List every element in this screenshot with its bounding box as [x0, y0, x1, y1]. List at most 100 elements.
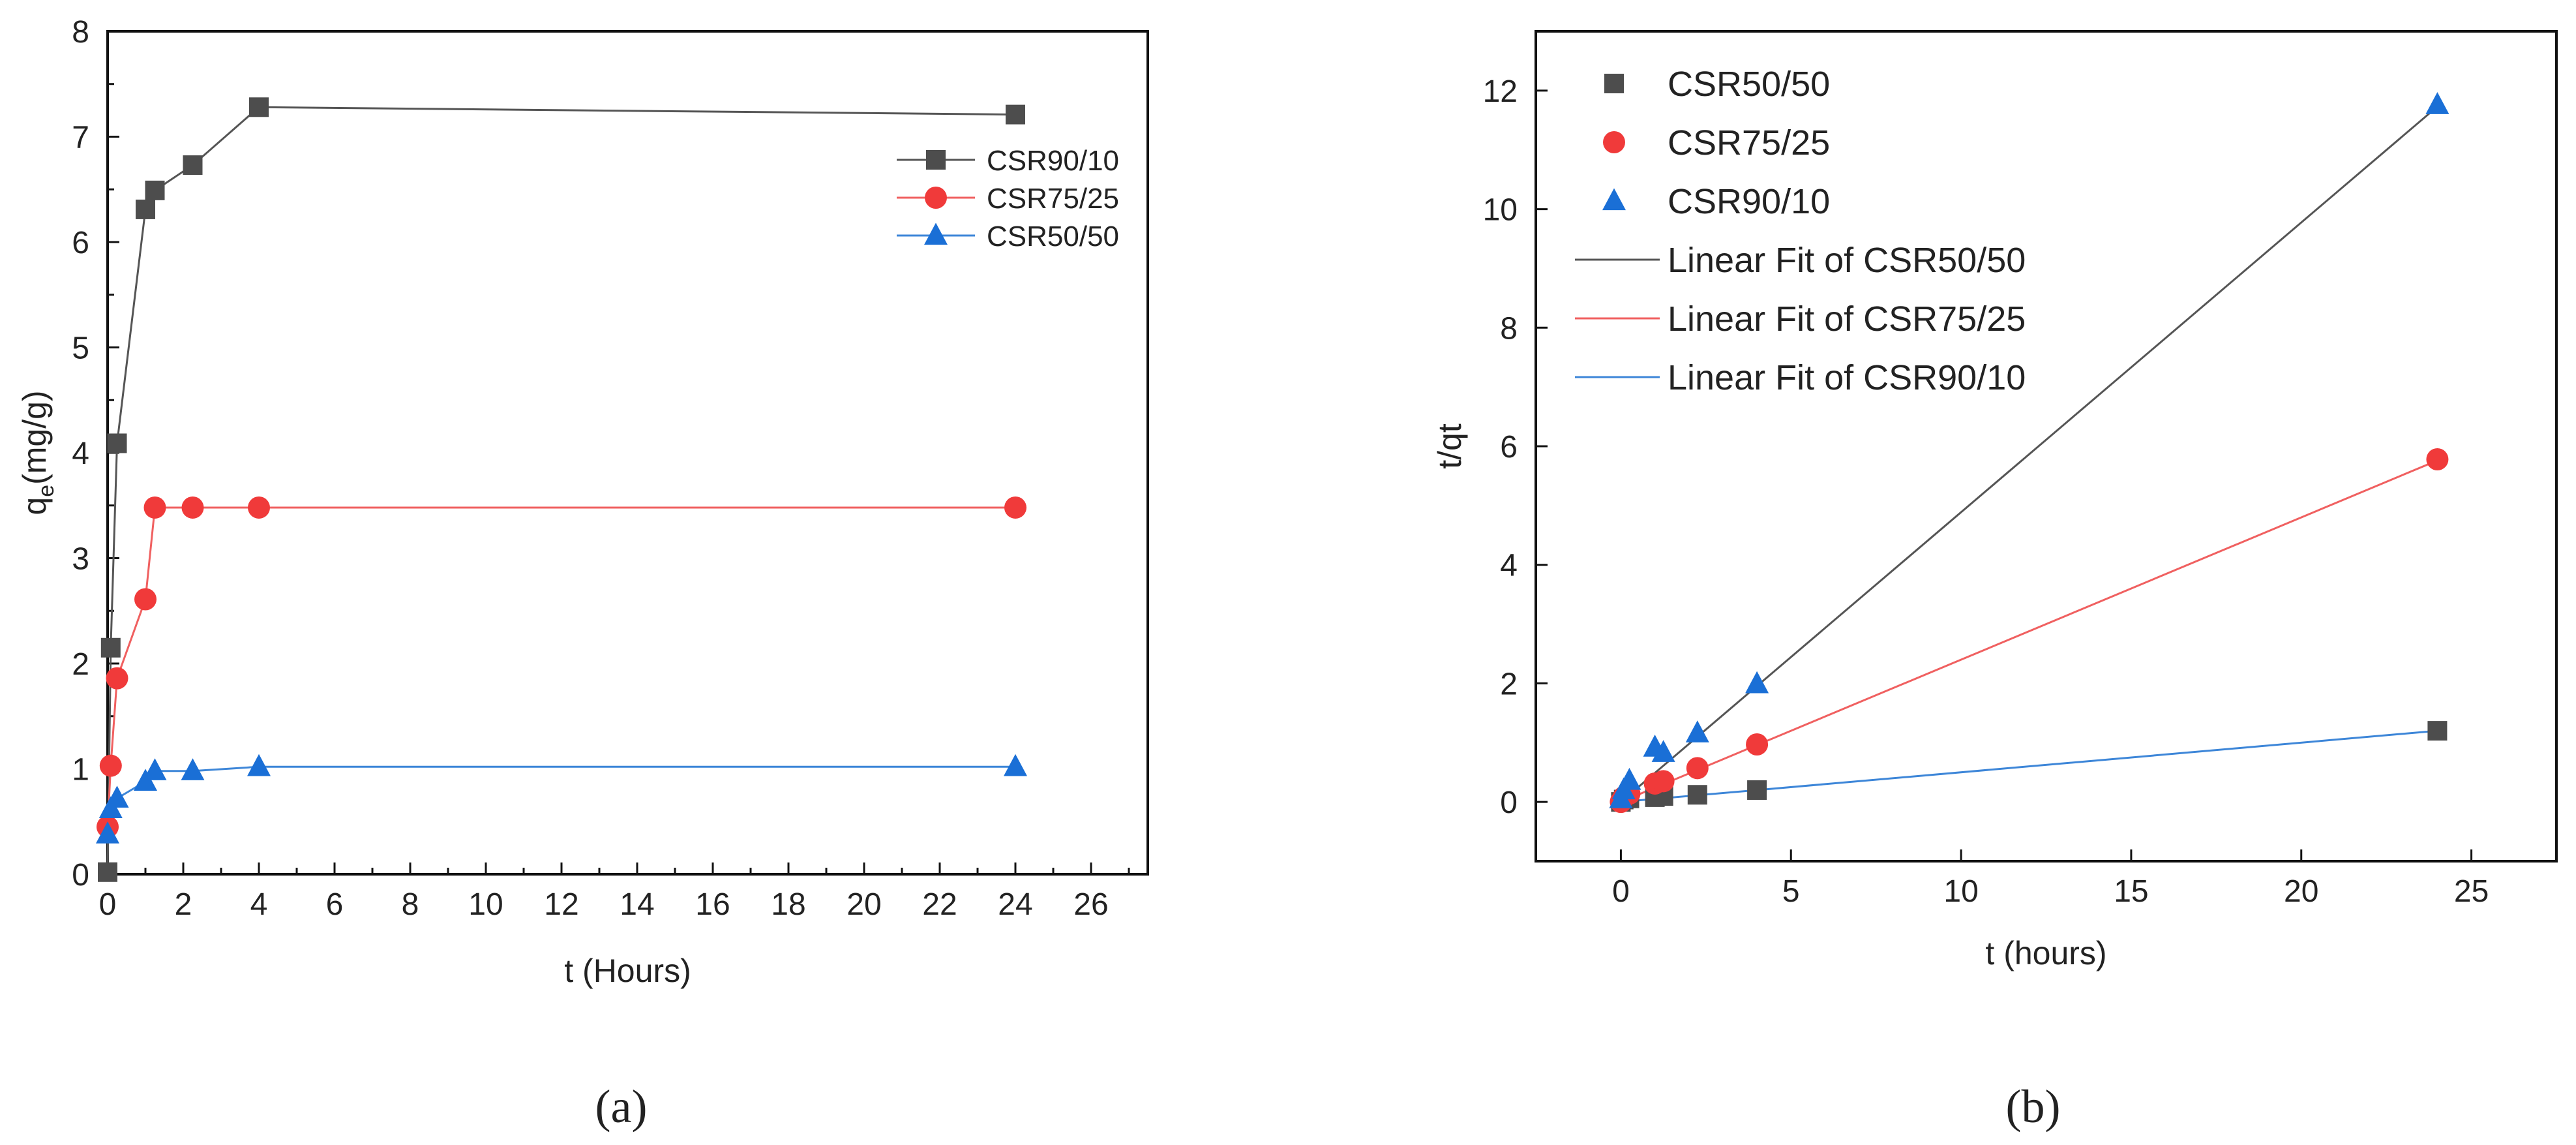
chart-a-y-axis-label-main: q [16, 497, 53, 515]
chart-a-data-point [1006, 104, 1025, 125]
chart-b-legend-marker [1602, 188, 1626, 211]
chart-a-data-point [100, 637, 121, 658]
chart-a-x-tick-label: 20 [846, 887, 881, 922]
chart-a-legend-marker [925, 187, 947, 209]
chart-a-legend-label: CSR90/10 [987, 145, 1119, 177]
chart-a-y-tick-label: 6 [72, 226, 89, 260]
chart-a-legend-label: CSR75/25 [987, 183, 1119, 215]
chart-b-data-point [2425, 92, 2449, 114]
chart-a-legend-marker [924, 222, 948, 245]
chart-a-data-point [136, 199, 155, 219]
chart-a-x-tick-label: 26 [1073, 887, 1108, 922]
chart-a-data-point [247, 754, 271, 776]
chart-a-data-point [98, 862, 117, 882]
chart-b-y-tick-label: 8 [1500, 311, 1518, 346]
chart-a-x-tick-label: 8 [402, 887, 419, 922]
chart-b-x-tick-label: 15 [2114, 874, 2148, 909]
chart-a-y-tick-label: 5 [72, 331, 89, 366]
chart-b-data-point [1617, 767, 1641, 790]
chart-a-data-point [248, 496, 270, 519]
chart-a-data-point [145, 180, 165, 200]
chart-a-x-tick-label: 22 [922, 887, 957, 922]
chart-a-data-point [183, 155, 203, 176]
chart-a-data-point [107, 433, 127, 453]
chart-a-y-tick-label: 4 [72, 436, 89, 471]
chart-b-y-tick-label: 6 [1500, 430, 1518, 465]
chart-b-data-point [1746, 733, 1769, 756]
chart-b-legend-label: Linear Fit of CSR75/25 [1668, 299, 2026, 339]
chart-b-legend-marker [1603, 131, 1625, 153]
chart-a-y-tick-label: 2 [72, 647, 89, 682]
chart-b: 0 5 10 15 20 25 0 2 4 6 8 10 12 CSR50/50CSR75/25CSR… [1431, 30, 2558, 1133]
chart-b-markers [1609, 92, 2449, 814]
chart-a-data-point [181, 758, 205, 780]
chart-b-y-tick-label: 2 [1500, 667, 1518, 701]
chart-a-data-point [96, 821, 119, 844]
chart-b-data-point [1745, 671, 1769, 694]
chart-b-data-point [1686, 757, 1709, 780]
chart-b-panel-label: (b) [2006, 1080, 2061, 1133]
chart-b-x-tick-label: 20 [2284, 874, 2318, 909]
chart-a-x-axis: 0 2 4 6 8 10 12 14 16 18 20 22 24 26 [99, 863, 1130, 922]
chart-a-x-tick-label: 16 [695, 887, 730, 922]
chart-a-y-tick-label: 0 [72, 858, 89, 893]
chart-b-y-tick-label: 4 [1500, 549, 1518, 583]
chart-a-x-tick-label: 10 [468, 887, 503, 922]
chart-a-data-point [1004, 754, 1027, 776]
chart-b-data-point [1687, 785, 1707, 805]
chart-a-data-point [249, 97, 269, 117]
chart-a-markers [96, 97, 1027, 882]
chart-a-data-point [1004, 496, 1026, 519]
chart-b-data-point [2426, 448, 2449, 470]
chart-b-y-axis: 0 2 4 6 8 10 12 [1483, 74, 1548, 820]
chart-a-x-tick-label: 2 [175, 887, 192, 922]
chart-b-y-tick-label: 12 [1483, 74, 1518, 109]
chart-a-legend-label: CSR50/50 [987, 221, 1119, 252]
chart-a-x-tick-label: 6 [326, 887, 344, 922]
chart-a-data-point [143, 758, 167, 780]
chart-a-y-axis-label-subscript: e [34, 485, 59, 497]
chart-a-legend-marker [926, 150, 946, 170]
chart-b-legend-label: Linear Fit of CSR50/50 [1668, 241, 2026, 280]
chart-a-data-point [134, 588, 157, 611]
chart-a-x-tick-label: 24 [998, 887, 1032, 922]
chart-b-legend-label: Linear Fit of CSR90/10 [1668, 358, 2026, 397]
chart-b-legend-label: CSR90/10 [1668, 182, 1830, 221]
chart-b-data-point [2427, 721, 2448, 741]
chart-b-x-tick-label: 10 [1943, 874, 1978, 909]
chart-b-x-axis-label: t (hours) [1985, 935, 2106, 971]
chart-a-y-tick-label: 3 [72, 542, 89, 577]
chart-b-y-tick-label: 0 [1500, 786, 1518, 820]
chart-a-x-tick-label: 18 [771, 887, 805, 922]
chart-a-y-axis-label-units: (mg/g) [16, 390, 53, 484]
chart-b-legend: CSR50/50 CSR75/25 CSR90/10 Linear Fit of CS… [1575, 65, 2026, 397]
chart-b-x-tick-label: 0 [1612, 874, 1630, 909]
chart-b-y-axis-label: t/qt [1431, 423, 1468, 469]
chart-a-x-tick-label: 0 [99, 887, 117, 922]
chart-b-x-axis: 0 5 10 15 20 25 [1612, 849, 2489, 909]
chart-a-x-tick-label: 12 [544, 887, 578, 922]
chart-a-x-axis-label: t (Hours) [564, 953, 691, 989]
chart-a-y-axis-label: qe(mg/g) [16, 390, 59, 515]
chart-b-data-point [1652, 770, 1675, 793]
chart-a-x-tick-label: 4 [250, 887, 268, 922]
chart-b-legend-label: CSR50/50 [1668, 65, 1830, 104]
chart-a-data-point [99, 754, 122, 777]
chart-a-y-tick-label: 7 [72, 121, 89, 155]
chart-a-x-tick-label: 14 [620, 887, 654, 922]
chart-b-data-point [1685, 720, 1709, 742]
chart-a-y-tick-label: 8 [72, 15, 89, 50]
chart-a-data-point [143, 496, 166, 519]
chart-b-y-tick-label: 10 [1483, 193, 1518, 228]
chart-a-y-axis: 0 1 2 3 4 5 6 7 8 [72, 15, 119, 893]
chart-b-data-point [1747, 780, 1767, 800]
chart-a-legend: CSR90/10 CSR75/25 CSR50/50 [897, 145, 1119, 252]
chart-a-y-tick-label: 1 [72, 753, 89, 787]
chart-b-x-tick-label: 5 [1782, 874, 1800, 909]
chart-b-x-tick-label: 25 [2454, 874, 2489, 909]
chart-a-data-point [106, 667, 128, 690]
chart-b-data-point [1651, 740, 1675, 762]
